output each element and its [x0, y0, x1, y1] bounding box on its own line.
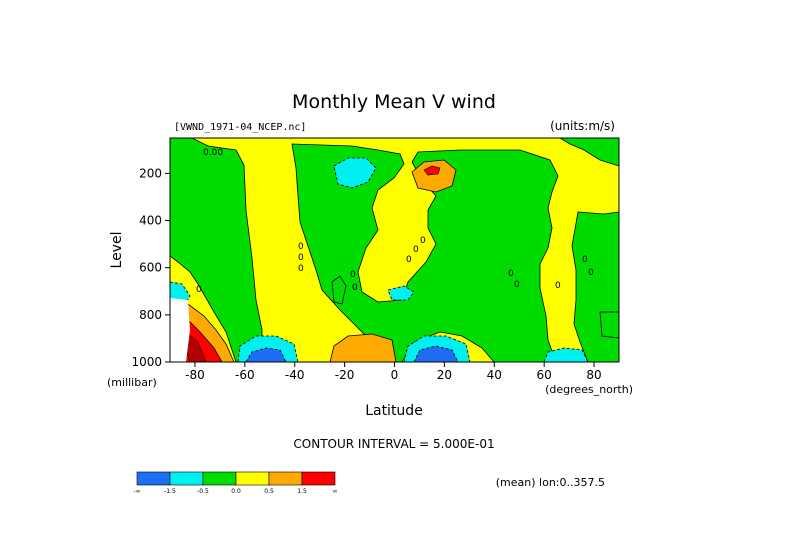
legend-label: 1.5 — [297, 488, 307, 495]
legend-swatch — [169, 471, 204, 486]
legend-swatch — [235, 471, 270, 486]
x-tick-label: 40 — [487, 368, 502, 382]
footer-note: (mean) lon:0..357.5 — [496, 476, 605, 489]
contour-label: 0 — [582, 255, 588, 265]
dataset-label: [VWND_1971-04_NCEP.nc] — [174, 122, 306, 133]
legend-label: -1.5 — [164, 488, 176, 495]
region-blue-low-left — [245, 347, 287, 362]
region-white-missing — [170, 298, 190, 362]
region-green-west — [170, 138, 263, 362]
region-cyan-low-right — [543, 347, 589, 362]
x-tick-label: -40 — [285, 368, 305, 382]
legend-swatch — [136, 471, 171, 486]
y-tick-label: 800 — [139, 308, 162, 322]
contour-label: 0 — [413, 245, 419, 255]
y-tick-label: 1000 — [131, 355, 162, 369]
legend-swatch — [202, 471, 237, 486]
contour-label: 0 — [298, 242, 304, 252]
legend-swatch — [268, 471, 303, 486]
region-orange-upper — [411, 159, 457, 193]
region-blue-low-center — [413, 345, 459, 362]
contour-label: 0 — [298, 264, 304, 274]
y-unit-label: (millibar) — [107, 376, 157, 389]
y-tick-label: 600 — [139, 261, 162, 275]
contour-label: 0 — [588, 268, 594, 278]
legend-label: 0.0 — [231, 488, 241, 495]
legend-label: -0.5 — [197, 488, 209, 495]
region-green-top-left — [559, 138, 619, 167]
contour-label: 0 — [508, 269, 514, 279]
region-green-east — [571, 211, 619, 362]
y-axis: 200 400 600 800 1000 — [131, 166, 170, 369]
x-axis-label: Latitude — [365, 403, 423, 419]
x-unit-label: (degrees_north) — [545, 383, 633, 396]
y-axis-label: Level — [109, 232, 125, 269]
contour-label: 0 — [406, 255, 412, 265]
region-green-central — [291, 143, 559, 362]
legend-label: ∞ — [333, 488, 338, 495]
legend-label: 0.5 — [264, 488, 274, 495]
region-orange-low — [329, 333, 397, 362]
x-tick-label: -60 — [235, 368, 255, 382]
color-legend: -∞ -1.5 -0.5 0.0 0.5 1.5 ∞ — [133, 471, 338, 495]
region-red-upper — [423, 165, 441, 176]
contour-label: 0 — [298, 253, 304, 263]
contour-label: 0 — [420, 236, 426, 246]
region-cyan-upper — [333, 157, 377, 189]
contour-interval-text: CONTOUR INTERVAL = 5.000E-01 — [293, 437, 494, 451]
contour-field — [170, 138, 619, 362]
x-tick-label: 20 — [437, 368, 452, 382]
x-tick-label: 0 — [391, 368, 399, 382]
x-tick-label: -20 — [335, 368, 355, 382]
x-tick-label: 80 — [586, 368, 601, 382]
region-green-patch-mid — [331, 275, 347, 305]
x-tick-label: 60 — [537, 368, 552, 382]
y-tick-label: 200 — [139, 166, 162, 180]
contour-label: 0 — [352, 283, 358, 293]
x-tick-label: -80 — [185, 368, 205, 382]
units-label: (units:m/s) — [550, 119, 615, 133]
region-green-east-strip — [599, 311, 619, 339]
chart-title: Monthly Mean V wind — [292, 91, 496, 113]
region-cyan-mid — [387, 285, 415, 301]
legend-label: -∞ — [133, 488, 140, 495]
legend-swatch — [301, 471, 336, 486]
contour-label: 0 — [555, 281, 561, 291]
y-tick-label: 400 — [139, 214, 162, 228]
x-axis: -80 -60 -40 -20 0 20 40 60 80 — [185, 362, 602, 382]
contour-label: 0 — [514, 280, 520, 290]
contour-label: 0.00 — [203, 148, 223, 158]
contour-label: 0 — [196, 285, 202, 295]
contour-label: 0 — [350, 270, 356, 280]
contour-labels: 0.00 0 0 0 0 0 0 0 0 0 0 0 0 0 0 — [196, 148, 594, 295]
